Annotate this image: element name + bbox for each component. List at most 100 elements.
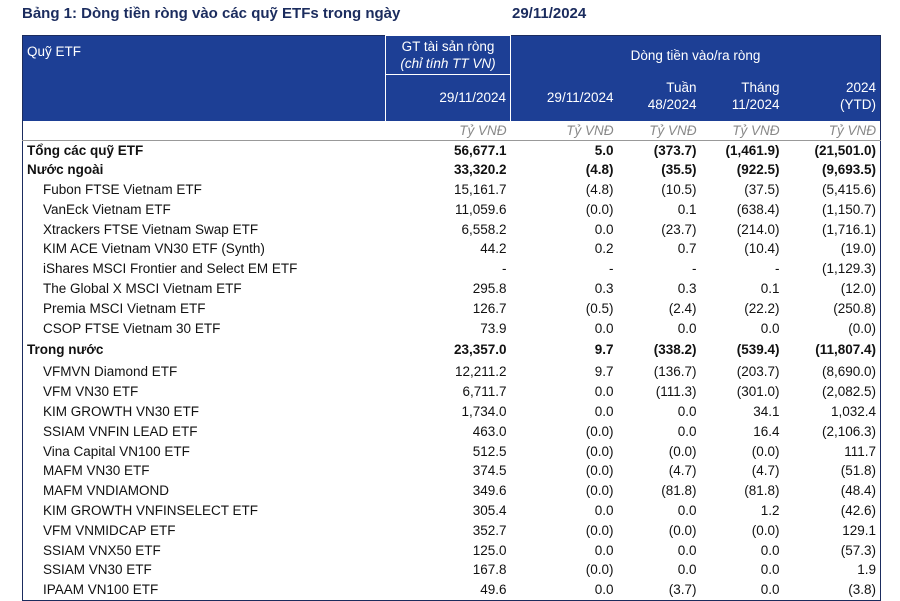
value: (3.8) bbox=[848, 582, 877, 598]
value: 49.6 bbox=[480, 582, 507, 598]
value: (35.5) bbox=[661, 162, 697, 178]
header-nav-date: 29/11/2024 bbox=[385, 74, 511, 121]
fund-name: KIM GROWTH VNFINSELECT ETF bbox=[43, 503, 259, 519]
value: 512.5 bbox=[472, 443, 507, 459]
value: 126.7 bbox=[472, 300, 507, 316]
row: Premia MSCI Vietnam ETF 126.7 (0.5) (2.4) (2… bbox=[23, 299, 881, 319]
value: (0.0) bbox=[585, 443, 614, 459]
row: KIM ACE Vietnam VN30 ETF (Synth) 44.2 0.2 0… bbox=[23, 239, 881, 259]
row: VFMVN Diamond ETF 12,211.2 9.7 (136.7) (203.… bbox=[23, 362, 881, 382]
value: 1.9 bbox=[857, 562, 877, 578]
value: (23.7) bbox=[661, 221, 697, 237]
value: 305.4 bbox=[472, 503, 507, 519]
value: 349.6 bbox=[472, 483, 507, 499]
value: 0.0 bbox=[594, 320, 614, 336]
value: 0.0 bbox=[594, 542, 614, 558]
row: VFM VN30 ETF 6,711.7 0.0 (111.3) (301.0) (2,0… bbox=[23, 382, 881, 402]
value: (3.7) bbox=[668, 582, 697, 598]
value: 0.0 bbox=[594, 221, 614, 237]
fund-name: KIM GROWTH VN30 ETF bbox=[43, 404, 200, 420]
value: (2,082.5) bbox=[821, 384, 877, 400]
value: (51.8) bbox=[840, 463, 877, 479]
value: (1,461.9) bbox=[725, 142, 780, 158]
row: CSOP FTSE Vietnam 30 ETF 73.9 0.0 0.0 0.0 (0.… bbox=[23, 319, 881, 339]
value: (1,150.7) bbox=[821, 201, 877, 217]
value: 1,032.4 bbox=[830, 404, 877, 420]
unit: Tỷ VNĐ bbox=[783, 120, 881, 141]
value: - bbox=[775, 261, 780, 277]
header-flow-column: 29/11/2024 bbox=[510, 74, 618, 121]
value: (250.8) bbox=[833, 300, 877, 316]
value: 0.0 bbox=[760, 562, 780, 578]
value: 374.5 bbox=[472, 463, 507, 479]
header-line: 29/11/2024 bbox=[546, 90, 614, 105]
value: (12.0) bbox=[840, 281, 877, 297]
row: SSIAM VNFIN LEAD ETF 463.0 (0.0) 0.0 16.4 (2,… bbox=[23, 422, 881, 442]
value: (203.7) bbox=[736, 364, 780, 380]
value: (0.0) bbox=[585, 562, 614, 578]
header-flow-column: Tháng 11/2024 bbox=[700, 74, 784, 121]
value: (37.5) bbox=[744, 182, 780, 198]
value: (42.6) bbox=[840, 503, 877, 519]
value: 0.0 bbox=[594, 503, 614, 519]
value: 33,320.2 bbox=[453, 162, 507, 178]
row: KIM GROWTH VNFINSELECT ETF 305.4 0.0 0.0 1.2… bbox=[23, 501, 881, 521]
fund-name: Fubon FTSE Vietnam ETF bbox=[43, 182, 202, 198]
fund-name: Trong nước bbox=[27, 342, 104, 358]
header-line: 48/2024 bbox=[647, 96, 697, 112]
header-flow-column: 2024 (YTD) bbox=[783, 74, 881, 121]
value: (301.0) bbox=[736, 384, 780, 400]
header-nav: GT tài sản ròng (chỉ tính TT VN) bbox=[385, 35, 511, 75]
row: MAFM VNDIAMOND 349.6 (0.0) (81.8) (81.8) (48.… bbox=[23, 481, 881, 501]
row: Nước ngoài 33,320.2 (4.8) (35.5) (922.5) (9,6… bbox=[23, 160, 881, 180]
value: (136.7) bbox=[653, 364, 697, 380]
value: 295.8 bbox=[472, 281, 507, 297]
value: 0.1 bbox=[677, 201, 697, 217]
value: (1,716.1) bbox=[821, 221, 877, 237]
row: VFM VNMIDCAP ETF 352.7 (0.0) (0.0) (0.0) 129.… bbox=[23, 521, 881, 541]
header-nav-line: GT tài sản ròng bbox=[401, 39, 495, 54]
header-flow: Dòng tiền vào/ra ròng bbox=[510, 35, 881, 75]
value: 352.7 bbox=[472, 522, 507, 538]
value: - bbox=[609, 261, 614, 277]
value: 12,211.2 bbox=[454, 364, 507, 380]
value: (0.0) bbox=[848, 320, 877, 336]
value: (4.8) bbox=[585, 182, 614, 198]
header-flow-column: Tuần 48/2024 bbox=[617, 74, 701, 121]
value: (0.0) bbox=[751, 522, 780, 538]
unit: Tỷ VNĐ bbox=[385, 120, 511, 141]
value: (214.0) bbox=[736, 221, 780, 237]
value: (19.0) bbox=[840, 241, 877, 257]
value: (4.8) bbox=[585, 162, 614, 178]
value: (2,106.3) bbox=[821, 423, 877, 439]
value: 0.1 bbox=[760, 281, 780, 297]
header-line: (YTD) bbox=[840, 96, 877, 112]
fund-name: Tổng các quỹ ETF bbox=[27, 142, 144, 158]
value: 16.4 bbox=[753, 423, 780, 439]
value: (57.3) bbox=[840, 542, 877, 558]
fund-name: KIM ACE Vietnam VN30 ETF (Synth) bbox=[43, 241, 265, 257]
value: 129.1 bbox=[842, 522, 877, 538]
value: 73.9 bbox=[480, 320, 507, 336]
fund-name: SSIAM VNX50 ETF bbox=[43, 542, 161, 558]
value: (2.4) bbox=[668, 300, 697, 316]
header-line: 2024 bbox=[845, 79, 877, 95]
row: KIM GROWTH VN30 ETF 1,734.0 0.0 0.0 34.1 1,03… bbox=[23, 402, 881, 422]
value: 9.7 bbox=[594, 342, 614, 358]
value: 0.0 bbox=[760, 582, 780, 598]
fund-name: SSIAM VNFIN LEAD ETF bbox=[43, 423, 198, 439]
unit: Tỷ VNĐ bbox=[510, 120, 618, 141]
row: SSIAM VN30 ETF 167.8 (0.0) 0.0 0.0 1.9 bbox=[23, 560, 881, 580]
value: (111.3) bbox=[655, 384, 697, 400]
fund-name: SSIAM VN30 ETF bbox=[43, 562, 152, 578]
value: 44.2 bbox=[480, 241, 507, 257]
value: 9.7 bbox=[594, 364, 614, 380]
value: (5,415.6) bbox=[821, 182, 877, 198]
value: 0.0 bbox=[677, 562, 697, 578]
value: (0.0) bbox=[751, 443, 780, 459]
value: 0.0 bbox=[594, 582, 614, 598]
value: 0.0 bbox=[677, 503, 697, 519]
etf-table: Quỹ ETF GT tài sản ròng (chỉ tính TT VN)… bbox=[22, 35, 882, 601]
title: Bảng 1: Dòng tiền ròng vào các quỹ ETFs … bbox=[22, 5, 401, 22]
value: - bbox=[692, 261, 697, 277]
